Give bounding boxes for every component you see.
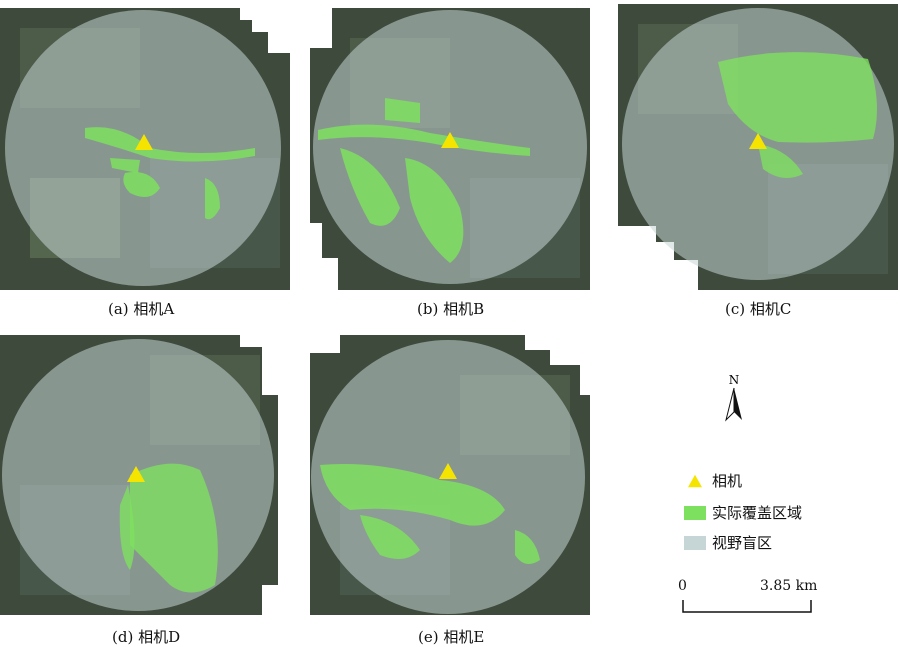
map-d-svg <box>0 335 278 615</box>
legend-coverage-label: 实际覆盖区域 <box>712 504 803 522</box>
map-c-svg <box>618 4 898 290</box>
scale-bar-line <box>682 600 812 613</box>
map-panel-b <box>310 8 590 290</box>
camera-marker <box>439 463 457 479</box>
triangle-icon <box>688 474 702 487</box>
camera-marker <box>749 133 767 149</box>
camera-marker <box>127 466 145 482</box>
coverage-area <box>85 127 255 220</box>
scale-start-label: 0 <box>678 578 687 594</box>
coverage-area <box>718 52 877 178</box>
legend-blind-zone: 视野盲区 <box>684 532 772 553</box>
camera-marker <box>135 134 153 150</box>
north-label: N <box>728 373 740 387</box>
map-panel-e <box>310 335 590 615</box>
north-arrow-icon <box>725 387 742 422</box>
legend-camera-label: 相机 <box>712 472 743 490</box>
caption-c: (c) 相机C <box>725 300 792 318</box>
caption-d: (d) 相机D <box>112 628 181 646</box>
coverage-area <box>318 98 530 263</box>
map-panel-a <box>0 8 290 290</box>
caption-a: (a) 相机A <box>108 300 175 318</box>
map-b-svg <box>310 8 590 290</box>
coverage-swatch <box>684 505 706 520</box>
legend-camera: 相机 <box>684 470 742 491</box>
blind-zone-swatch <box>684 535 706 550</box>
map-a-svg <box>0 8 290 290</box>
coverage-area <box>320 464 540 564</box>
caption-e: (e) 相机E <box>418 628 485 646</box>
map-e-svg <box>310 335 590 615</box>
scale-bar: 0 3.85 km <box>678 578 828 618</box>
map-panel-c <box>618 4 898 290</box>
legend-coverage: 实际覆盖区域 <box>684 502 802 523</box>
legend-blind-zone-label: 视野盲区 <box>712 534 773 552</box>
caption-b: (b) 相机B <box>417 300 485 318</box>
map-panel-d <box>0 335 278 615</box>
scale-end-label: 3.85 km <box>760 578 818 594</box>
coverage-area <box>119 463 218 593</box>
camera-marker <box>441 132 459 148</box>
north-arrow: N <box>722 374 746 424</box>
